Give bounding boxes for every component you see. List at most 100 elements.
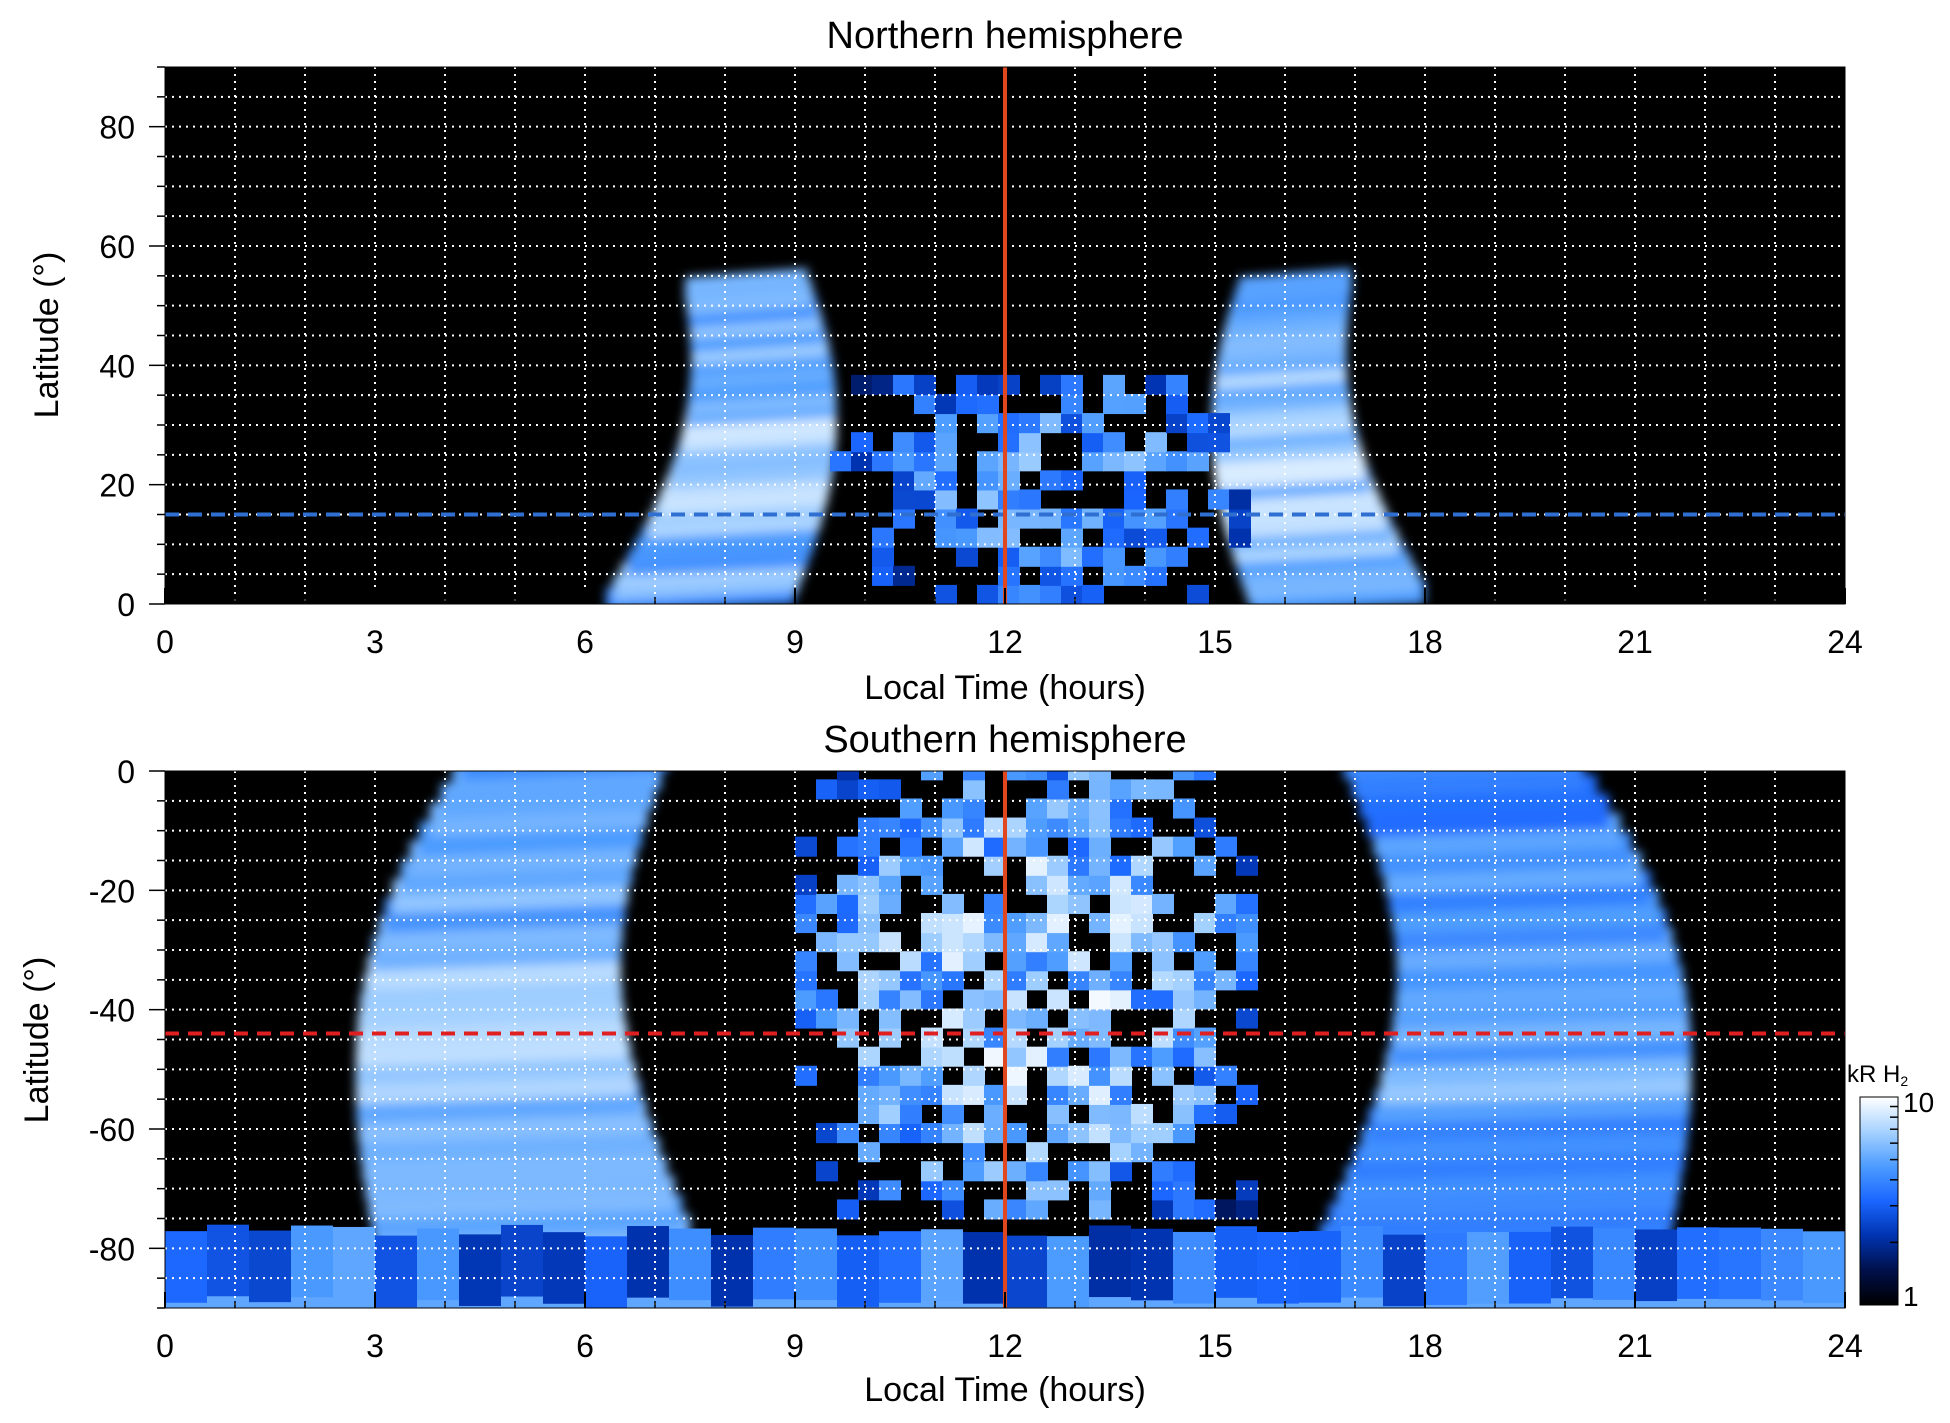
northern-heat-cell xyxy=(1229,508,1251,529)
northern-heat-cell xyxy=(1061,565,1083,586)
southern-heat-cell xyxy=(1131,913,1153,934)
southern-heat-cell xyxy=(1110,1084,1132,1105)
southern-heat-cell xyxy=(1068,1123,1090,1144)
northern-heat-cell xyxy=(1019,451,1041,472)
southern-heat-cell xyxy=(1089,779,1111,800)
southern-heat-cell xyxy=(795,951,817,972)
southern-heat-cell xyxy=(1131,1046,1153,1067)
northern-heat-cell xyxy=(1166,489,1188,510)
southern-heat-cell xyxy=(984,1103,1006,1125)
northern-heat-cell xyxy=(893,470,915,491)
southern-heat-cell xyxy=(879,970,901,991)
southern-heat-cell xyxy=(1089,1046,1111,1067)
southern-heat-cell xyxy=(1026,970,1048,991)
southern-heat-cell xyxy=(900,1065,922,1086)
southern-heat-cell xyxy=(963,951,985,972)
southern-heat-cell xyxy=(1425,1233,1467,1305)
northern-heat-cell xyxy=(1166,393,1188,415)
southern-heat-cell xyxy=(1152,1065,1174,1086)
northern-heat-cell xyxy=(1019,413,1041,434)
southern-heat-cell xyxy=(879,874,901,895)
southern-heat-cell xyxy=(1110,798,1132,819)
northern-heat-cell xyxy=(998,508,1020,529)
southern-heat-cell xyxy=(1089,1180,1111,1201)
southern-heat-cell xyxy=(1194,970,1216,991)
northern-heat-cell xyxy=(1103,393,1125,415)
southern-heat-cell xyxy=(984,836,1006,857)
southern-heat-cell xyxy=(921,913,943,934)
southern-heat-cell xyxy=(963,932,985,953)
northern-heat-cell xyxy=(1187,432,1209,453)
northern-heat-cell xyxy=(998,489,1020,510)
northern-heat-cell xyxy=(893,374,915,395)
southern-y-tick-label: -60 xyxy=(89,1112,135,1148)
southern-heat-cell xyxy=(984,1084,1006,1105)
northern-heat-cell xyxy=(998,565,1020,586)
southern-heat-cell xyxy=(858,932,880,953)
southern-heat-cell xyxy=(1026,1142,1048,1163)
southern-heat-cell xyxy=(1047,1065,1069,1086)
southern-heat-cell xyxy=(1005,1065,1027,1086)
southern-heat-cell xyxy=(879,855,901,876)
southern-heat-cell xyxy=(942,1084,964,1105)
northern-heat-cell xyxy=(956,527,978,548)
southern-heat-cell xyxy=(543,1232,585,1304)
southern-heat-cell xyxy=(858,989,880,1010)
southern-heat-cell xyxy=(858,1046,880,1067)
southern-emission-band xyxy=(355,771,690,1258)
southern-heat-cell xyxy=(942,1008,964,1029)
northern-heat-cell xyxy=(1040,546,1062,567)
southern-heat-cell xyxy=(837,1235,879,1307)
southern-heat-cell xyxy=(795,989,817,1010)
southern-heat-cell xyxy=(1152,970,1174,991)
southern-heat-cell xyxy=(984,913,1006,934)
northern-heat-cell xyxy=(851,432,873,453)
southern-heat-cell xyxy=(1026,836,1048,857)
southern-heat-cell xyxy=(1068,874,1090,895)
southern-heat-cell xyxy=(627,1226,669,1298)
southern-heat-cell xyxy=(900,970,922,991)
northern-heat-cell xyxy=(998,432,1020,453)
southern-heat-cell xyxy=(879,1084,901,1105)
southern-heat-cell xyxy=(858,855,880,876)
southern-heat-cell xyxy=(1761,1228,1803,1301)
northern-heat-cell xyxy=(1208,413,1230,434)
southern-heat-cell xyxy=(858,817,880,838)
southern-heat-cell xyxy=(816,893,838,915)
northern-heat-cell xyxy=(1061,374,1083,395)
northern-heat-cell xyxy=(977,413,999,434)
southern-heat-cell xyxy=(1026,1161,1048,1182)
southern-heat-cell xyxy=(1194,1046,1216,1067)
southern-heat-cell xyxy=(1110,1142,1132,1163)
southern-heat-cell xyxy=(1005,1235,1047,1308)
southern-heat-cell xyxy=(249,1230,291,1303)
southern-heat-cell xyxy=(900,1123,922,1144)
southern-heat-cell xyxy=(921,989,943,1010)
southern-heat-cell xyxy=(942,893,964,915)
southern-heat-cell xyxy=(816,932,838,953)
southern-heat-cell xyxy=(1089,817,1111,838)
northern-x-tick-label: 12 xyxy=(987,624,1023,660)
southern-heat-cell xyxy=(1047,932,1069,953)
southern-heat-cell xyxy=(1236,1084,1258,1105)
northern-y-axis-label: Latitude (°) xyxy=(28,252,66,419)
northern-heat-cell xyxy=(935,451,957,472)
northern-x-tick-label: 0 xyxy=(156,624,174,660)
southern-heat-cell xyxy=(1635,1229,1677,1302)
southern-heat-cell xyxy=(1005,1027,1027,1048)
southern-heat-cell xyxy=(1005,817,1027,838)
northern-heat-cell xyxy=(998,451,1020,472)
southern-heat-cell xyxy=(1194,951,1216,972)
northern-heat-cell xyxy=(998,413,1020,434)
southern-heat-cell xyxy=(984,1161,1006,1182)
southern-heat-cell xyxy=(1005,913,1027,934)
southern-heat-cell xyxy=(1089,1084,1111,1105)
northern-heat-cell xyxy=(1019,508,1041,529)
southern-x-axis-label: Local Time (hours) xyxy=(864,1371,1146,1409)
southern-heat-cell xyxy=(1173,1046,1195,1067)
southern-heat-cell xyxy=(1089,1008,1111,1029)
southern-heat-cell xyxy=(1005,1199,1027,1220)
northern-heat-cell xyxy=(872,374,894,395)
southern-heat-cell xyxy=(1236,932,1258,953)
northern-heat-cell xyxy=(1145,546,1167,567)
